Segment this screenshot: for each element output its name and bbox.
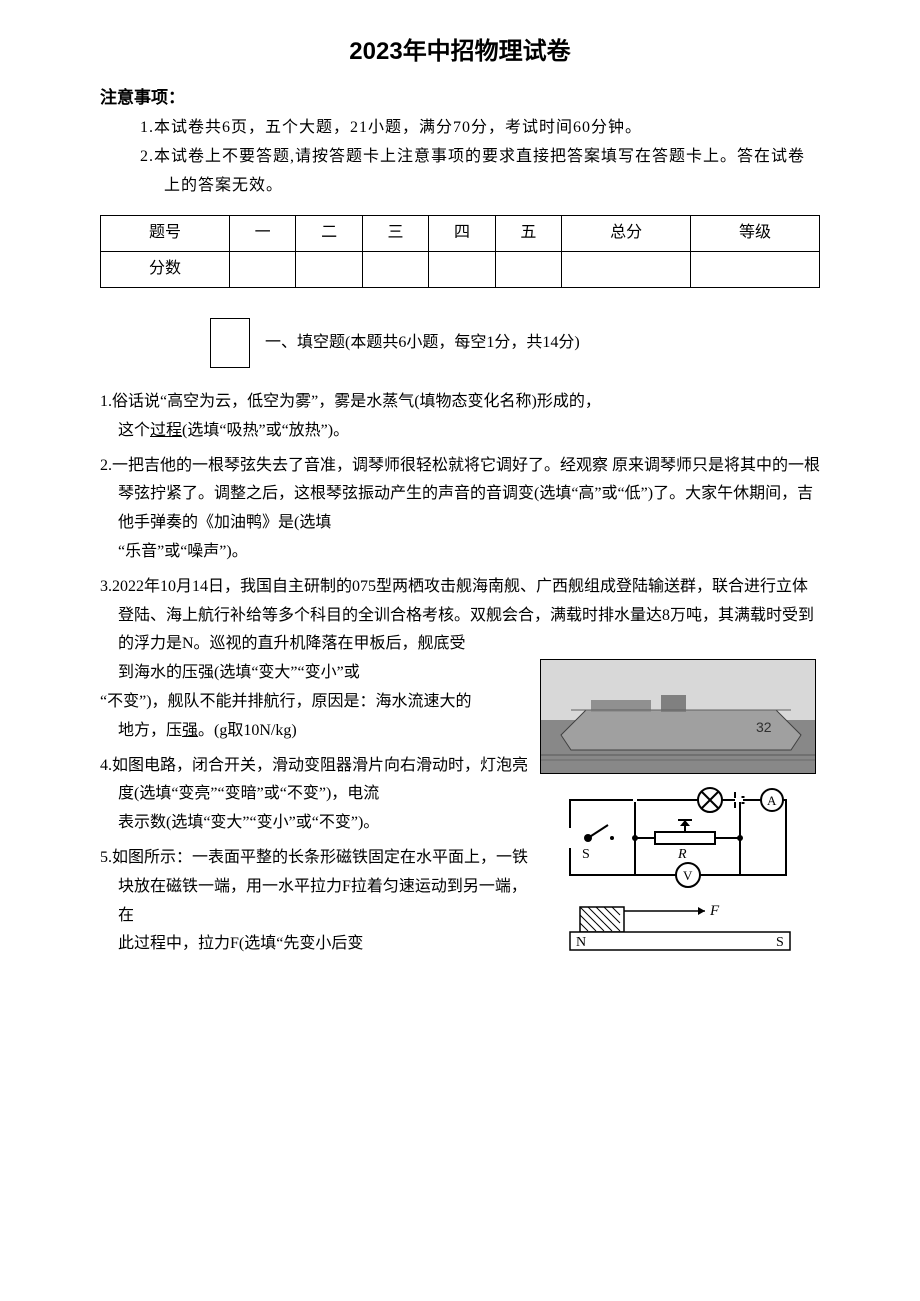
circuit-figure: S A	[540, 780, 816, 895]
header-cell: 总分	[562, 216, 691, 252]
score-table: 题号 一 二 三 四 五 总分 等级 分数	[100, 215, 820, 288]
header-cell: 二	[296, 216, 362, 252]
notice-item-2: 2.本试卷上不要答题,请按答题卡上注意事项的要求直接把答案填写在答题卡上。答在试…	[140, 143, 820, 201]
notice-section: 注意事项： 1.本试卷共6页，五个大题，21小题，满分70分，考试时间60分钟。…	[100, 83, 820, 200]
figures-container: 32 S	[540, 659, 820, 959]
score-cell	[229, 252, 295, 288]
q1-num: 1.	[100, 393, 112, 410]
notice-label: 注意事项：	[100, 88, 185, 107]
magnet-figure: F N S	[540, 899, 816, 959]
notice-item-1: 1.本试卷共6页，五个大题，21小题，满分70分，考试时间60分钟。	[140, 114, 820, 143]
header-cell: 四	[429, 216, 495, 252]
q3-num: 3.	[100, 578, 112, 595]
row-label: 分数	[101, 252, 230, 288]
section-title: 一、填空题(本题共6小题，每空1分，共14分)	[265, 329, 580, 358]
rheostat-label: R	[677, 847, 687, 862]
q3-text-c: 地方，压	[118, 722, 182, 739]
south-label: S	[776, 935, 784, 950]
q4-num: 4.	[100, 757, 112, 774]
section-desc: (本题共6小题，每空1分，共14分)	[345, 334, 580, 351]
voltmeter-label: V	[683, 868, 693, 883]
q5-text1: 如图所示：一表面平整的长条形磁铁固定在水平面上，一铁	[112, 849, 528, 866]
north-label: N	[576, 935, 586, 950]
score-cell	[495, 252, 561, 288]
question-3: 3.2022年10月14日，我国自主研制的075型两栖攻击舰海南舰、广西舰组成登…	[100, 573, 820, 965]
score-cell	[429, 252, 495, 288]
q2-num: 2.	[100, 457, 112, 474]
ammeter-label: A	[767, 793, 777, 808]
section-header: 一、填空题(本题共6小题，每空1分，共14分)	[210, 318, 820, 368]
score-box	[210, 318, 250, 368]
q2-text2: “乐音”或“噪声”)。	[118, 538, 820, 567]
force-label: F	[709, 903, 720, 919]
ship-figure: 32	[540, 659, 816, 774]
hull-number: 32	[756, 719, 772, 735]
header-cell: 题号	[101, 216, 230, 252]
q2-text1: 一把吉他的一根琴弦失去了音准，调琴师很轻松就将它调好了。经观察 原来调琴师只是将…	[112, 457, 820, 532]
question-2: 2.一把吉他的一根琴弦失去了音准，调琴师很轻松就将它调好了。经观察 原来调琴师只…	[100, 452, 820, 567]
header-cell: 等级	[691, 216, 820, 252]
score-cell	[362, 252, 428, 288]
question-1: 1.俗话说“高空为云，低空为雾”，雾是水蒸气(填物态变化名称)形成的， 这个过程…	[100, 388, 820, 446]
q3-text-d: 。(g取10N/kg)	[198, 722, 297, 739]
q1-text: 俗话说“高空为云，低空为雾”，雾是水蒸气(填物态变化名称)形成的，	[112, 393, 601, 410]
q1-text3: (选填“吸热”或“放热”)。	[182, 422, 349, 439]
score-cell	[562, 252, 691, 288]
q5-num: 5.	[100, 849, 112, 866]
score-cell	[691, 252, 820, 288]
table-row: 分数	[101, 252, 820, 288]
exam-title: 2023年中招物理试卷	[100, 30, 820, 73]
q1-text2: 这个	[118, 422, 150, 439]
header-cell: 三	[362, 216, 428, 252]
section-name: 一、填空题	[265, 334, 345, 351]
score-cell	[296, 252, 362, 288]
q1-underline: 过程	[150, 422, 182, 439]
switch-label: S	[582, 847, 590, 862]
q3-underline: 强	[182, 722, 198, 739]
q4-text1: 如图电路，闭合开关，滑动变阻器滑片向右滑动时，灯泡亮	[112, 757, 528, 774]
table-row: 题号 一 二 三 四 五 总分 等级	[101, 216, 820, 252]
q3-upper-text: 2022年10月14日，我国自主研制的075型两栖攻击舰海南舰、广西舰组成登陆输…	[112, 578, 814, 653]
header-cell: 一	[229, 216, 295, 252]
header-cell: 五	[495, 216, 561, 252]
